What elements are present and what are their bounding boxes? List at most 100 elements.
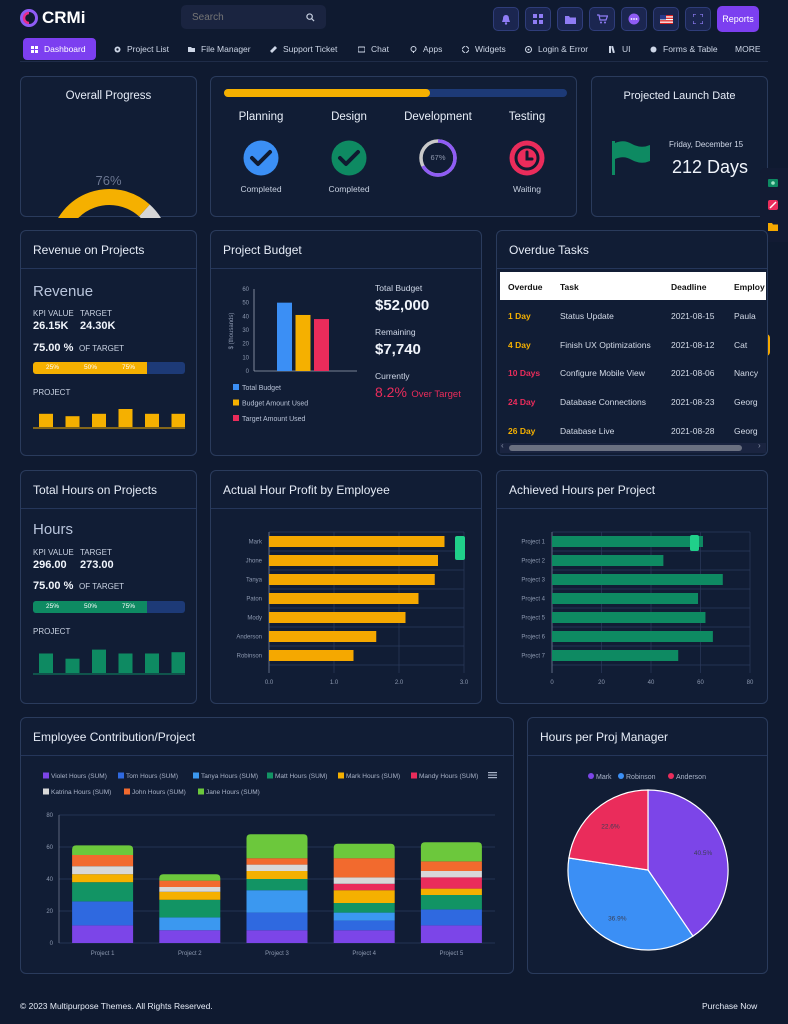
brand-logo[interactable]: CRMi [20,8,85,28]
pie-slice[interactable] [568,789,649,871]
notification-button[interactable] [493,7,519,31]
apps-button[interactable] [525,7,551,31]
profit-bar [269,593,419,604]
overdue-table-header [500,272,766,300]
pie-legend-label[interactable]: Robinson [626,774,656,781]
contribution-category-label: Project 5 [440,951,464,957]
revenue-target-fill [33,362,147,374]
divider [211,508,481,509]
us-flag-icon [659,14,673,24]
revenue-target-value: 24.30K [80,320,116,332]
scroll-right-icon[interactable]: › [758,441,761,450]
stack-segment [333,912,395,921]
spark-bar [39,653,53,673]
pie-legend-dot [668,773,674,779]
side-folder-icon[interactable] [768,222,778,231]
revenue-target-label: TARGET [80,309,112,318]
legend-label[interactable]: Katrina Hours (SUM) [51,789,111,796]
nav-item-dashboard[interactable]: Dashboard [31,38,86,60]
nav-item-more[interactable]: MORE [735,38,761,60]
nav-item-login-error[interactable]: Login & Error [525,38,588,60]
project-budget-card: Project Budget 60 50 40 30 20 10 0 $ (thousands… [210,230,482,456]
profit-xtick: 2.0 [395,680,404,686]
revenue-kpi-value: 26.15K [33,320,69,332]
search-input[interactable] [192,11,302,23]
nav-item-apps[interactable]: Apps [410,38,442,60]
divider [497,508,767,509]
language-button[interactable] [653,7,679,31]
budget-currently-text: Over Target [411,389,461,400]
side-money-icon[interactable] [768,179,778,187]
legend-label[interactable]: Tom Hours (SUM) [126,773,178,780]
nav-item-ui[interactable]: UI [609,38,631,60]
task-name: Status Update [560,311,614,321]
budget-legend-label: Total Budget [242,385,281,392]
stage-testing-name: Testing [508,111,546,123]
divider [21,508,196,509]
messages-button[interactable] [621,7,647,31]
nav-item-widgets[interactable]: Widgets [462,38,506,60]
search-box[interactable] [181,5,326,29]
nav-item-file-manager[interactable]: File Manager [188,38,251,60]
nav-item-label: File Manager [201,44,251,54]
task-name: Database Connections [560,397,647,408]
contribution-category-label: Project 2 [178,951,202,957]
hours-heading: Hours [33,521,74,538]
legend-label[interactable]: Mark Hours (SUM) [346,773,400,780]
pie-legend-label[interactable]: Mark [596,774,612,781]
pie-slice[interactable] [647,789,729,938]
footer-purchase-link[interactable]: Purchase Now [702,1001,758,1011]
legend-label[interactable]: Jane Hours (SUM) [206,789,260,796]
legend-label[interactable]: John Hours (SUM) [132,789,186,796]
table-row[interactable] [500,418,766,446]
profit-category-label: Tanya [246,578,263,584]
nav-item-project-list[interactable]: Project List [114,38,169,60]
hours-bar-label-25: 25% [46,603,60,610]
legend-label[interactable]: Mandy Hours (SUM) [419,773,478,780]
pie-slice[interactable] [567,857,694,951]
legend-label[interactable]: Matt Hours (SUM) [275,773,327,780]
budget-ytick: 20 [242,342,249,348]
table-row[interactable] [500,303,766,331]
revenue-card-title: Revenue on Projects [33,243,145,257]
cart-button[interactable] [589,7,615,31]
achieved-bar [552,536,703,547]
spark-bar [171,652,185,673]
pie-legend-label[interactable]: Anderson [676,774,706,781]
achieved-bar [552,631,713,642]
overdue-days: 1 Day [508,311,531,321]
app-header: CRMi Reports [0,0,788,36]
reports-button[interactable]: Reports [717,6,759,32]
table-scrollbar-thumb[interactable] [509,445,742,451]
apps-icon [533,14,543,24]
budget-chart: 60 50 40 30 20 10 0 $ (thousands) Total Budget Bu… [229,287,357,423]
table-header-cell: Deadline [671,282,707,292]
divider [211,268,481,269]
nav-item-label: Support Ticket [283,44,338,54]
budget-currently: 8.2% Over Target [375,384,461,402]
stack-segment [333,890,395,903]
legend-label[interactable]: Tanya Hours (SUM) [201,773,258,780]
chart-menu-icon[interactable] [488,772,497,779]
divider [528,755,767,756]
overall-progress-gauge [58,189,161,218]
stage-design-status: Completed [328,184,370,194]
nav-item-chat[interactable]: Chat [358,38,389,60]
legend-label[interactable]: Violet Hours (SUM) [51,773,107,780]
search-icon[interactable] [306,12,315,22]
nav-item-forms-table[interactable]: Forms & Table [650,38,718,60]
brand-logo-icon [20,9,38,27]
scroll-left-icon[interactable]: ‹ [501,441,504,450]
files-button[interactable] [557,7,583,31]
nav-item-label: Chat [371,44,389,54]
budget-total-label: Total Budget [375,283,423,293]
side-settings-icon[interactable] [768,200,778,210]
nav-item-support-ticket[interactable]: Support Ticket [270,38,337,60]
nav-item-label: Dashboard [44,44,86,54]
task-employee: Nancy [734,368,759,379]
stack-segment [159,874,221,881]
achieved-category-label: Project 5 [521,616,545,622]
task-name: Configure Mobile View [560,368,645,379]
legend-swatch [411,772,417,779]
fullscreen-button[interactable] [685,7,711,31]
